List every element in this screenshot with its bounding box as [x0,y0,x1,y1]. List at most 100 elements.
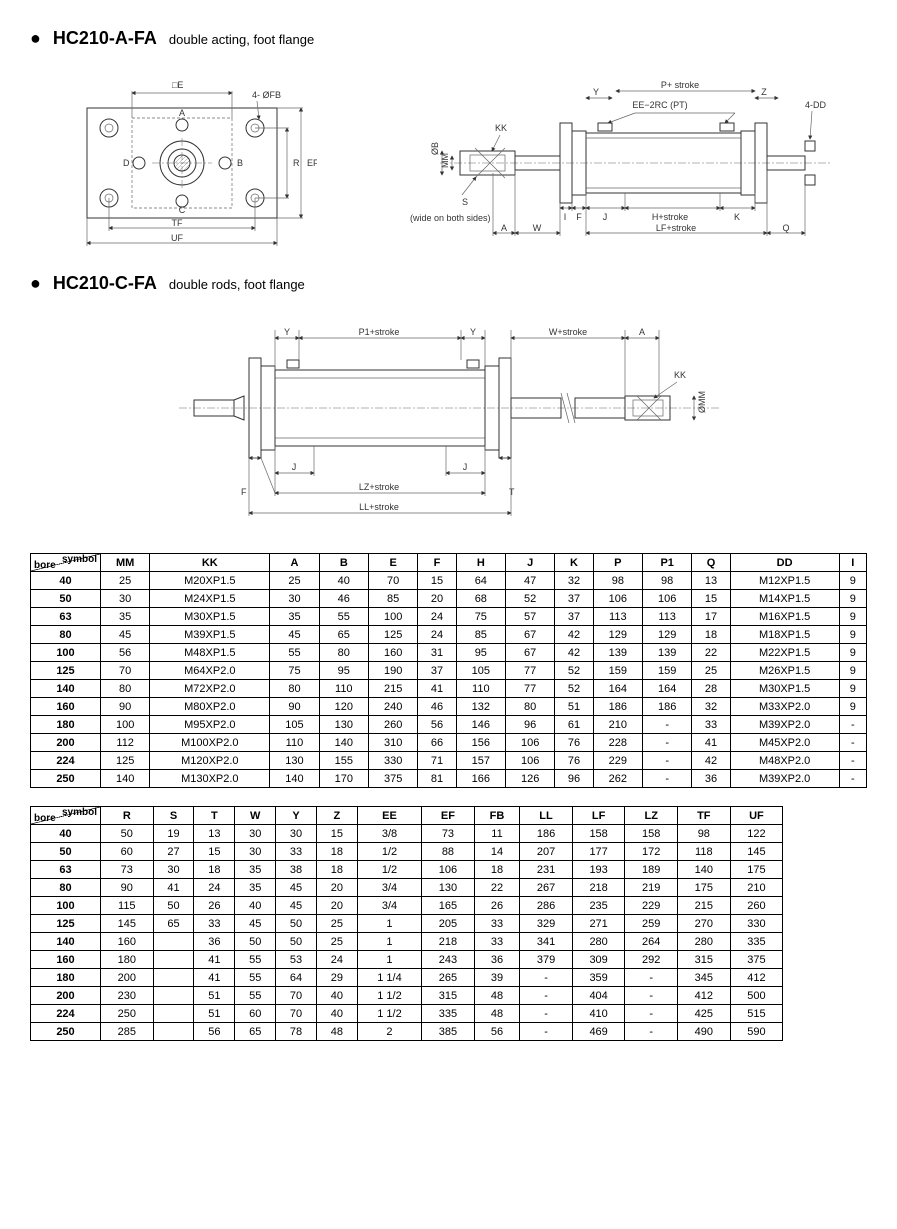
cell: 55 [319,608,368,626]
cell: 77 [505,662,554,680]
svg-text:Z: Z [762,87,768,97]
cell: 35 [235,879,276,897]
cell: 280 [572,933,625,951]
svg-text:□E: □E [172,80,183,90]
cell: 330 [368,752,417,770]
cell: 48 [474,1005,520,1023]
cell: 67 [505,644,554,662]
svg-text:K: K [734,212,740,222]
cell: 96 [555,770,593,788]
table-row: 14080M72XP2.08011021541110775216416428M3… [31,680,867,698]
col-header: S [153,807,194,825]
cell: 385 [422,1023,475,1041]
svg-text:A: A [638,327,644,337]
svg-text:P+ stroke: P+ stroke [661,80,699,90]
cell: 186 [520,825,573,843]
svg-text:W: W [533,223,542,233]
cell: 264 [625,933,678,951]
cell: 130 [319,716,368,734]
cell: 1 [357,951,421,969]
cell: M26XP1.5 [730,662,839,680]
cell: 13 [692,572,730,590]
table-row: 405019133030153/8731118615815898122 [31,825,783,843]
cell: - [643,734,692,752]
cell: - [839,716,866,734]
cell: 193 [572,861,625,879]
cell: 33 [276,843,317,861]
svg-text:LL+stroke: LL+stroke [359,502,399,512]
svg-text:ØB: ØB [430,142,440,155]
cell: 80 [270,680,319,698]
cell: 61 [555,716,593,734]
cell: 155 [319,752,368,770]
cell: 30 [235,825,276,843]
cell: 118 [678,843,731,861]
col-header: J [505,554,554,572]
svg-text:LF+stroke: LF+stroke [656,223,696,233]
cell: 65 [153,915,194,933]
col-header: KK [150,554,270,572]
cell: 53 [276,951,317,969]
cell: 156 [456,734,505,752]
cell: 55 [235,987,276,1005]
cell: 177 [572,843,625,861]
row-bore: 50 [31,843,101,861]
cell: 186 [643,698,692,716]
cell: 120 [319,698,368,716]
cell: 71 [418,752,456,770]
cell: 129 [643,626,692,644]
cell: 243 [422,951,475,969]
cell: 9 [839,590,866,608]
svg-text:LZ+stroke: LZ+stroke [358,482,398,492]
col-header: R [101,807,154,825]
cell: 28 [692,680,730,698]
cell: - [643,752,692,770]
cell: 70 [368,572,417,590]
table-row: 224250516070401 1/233548-410-425515 [31,1005,783,1023]
cell: 41 [194,969,235,987]
row-bore: 250 [31,1023,101,1041]
table-row: 506027153033181/28814207177172118145 [31,843,783,861]
cell: 1 [357,933,421,951]
cell: 375 [368,770,417,788]
cell: 125 [101,752,150,770]
cell: 259 [625,915,678,933]
cell: 341 [520,933,573,951]
svg-text:MM: MM [440,153,450,168]
svg-text:UF: UF [171,233,183,243]
svg-text:F: F [577,212,583,222]
row-bore: 100 [31,897,101,915]
cell: - [625,1005,678,1023]
table-row: 224125M120XP2.01301553307115710676229-42… [31,752,867,770]
cell: 65 [235,1023,276,1041]
cell: 218 [572,879,625,897]
cell: 260 [368,716,417,734]
cell: 106 [593,590,642,608]
col-header: UF [730,807,783,825]
svg-text:Y: Y [283,327,289,337]
cell: 64 [276,969,317,987]
cell: 39 [474,969,520,987]
cell: 315 [678,951,731,969]
cell: 52 [555,662,593,680]
cell: 45 [235,915,276,933]
cell: M14XP1.5 [730,590,839,608]
cell: 80 [319,644,368,662]
cell: 24 [316,951,357,969]
table-row: 1251456533455025120533329271259270330 [31,915,783,933]
row-bore: 180 [31,969,101,987]
col-header: Q [692,554,730,572]
cell: M22XP1.5 [730,644,839,662]
cell: 172 [625,843,678,861]
cell: 9 [839,662,866,680]
row-bore: 160 [31,951,101,969]
cell: 18 [194,861,235,879]
table-row: 8045M39XP1.545651252485674212912918M18XP… [31,626,867,644]
svg-text:D: D [123,158,130,168]
svg-text:KK: KK [495,123,507,133]
col-header: T [194,807,235,825]
cell: - [625,969,678,987]
table-row: 200112M100XP2.01101403106615610676228-41… [31,734,867,752]
row-bore: 200 [31,987,101,1005]
cell: 88 [422,843,475,861]
